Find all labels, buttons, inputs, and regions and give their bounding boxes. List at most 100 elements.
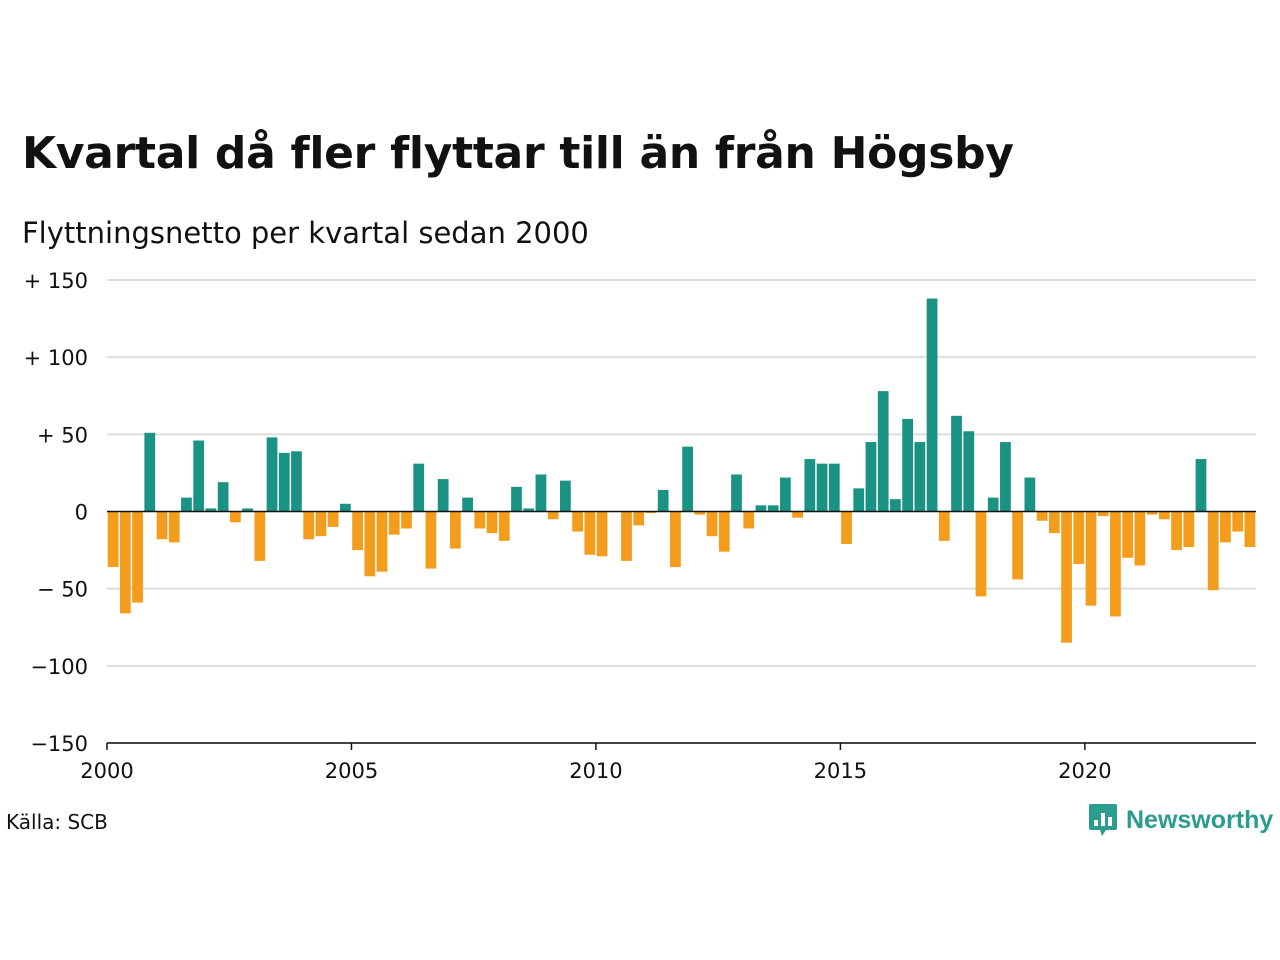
bar	[254, 511, 266, 561]
bar	[1183, 511, 1195, 547]
bar	[755, 505, 767, 512]
bar	[902, 418, 914, 512]
bar	[1012, 511, 1024, 580]
bar	[132, 511, 143, 603]
bar	[425, 511, 437, 569]
bar	[816, 463, 828, 512]
bar	[1024, 477, 1036, 512]
bar	[853, 488, 865, 512]
bar	[462, 497, 473, 512]
bar	[119, 511, 131, 614]
bar	[1110, 511, 1121, 617]
bar	[168, 511, 180, 543]
bar	[156, 511, 168, 540]
bar	[303, 511, 315, 540]
bar	[841, 511, 852, 544]
bar	[352, 511, 363, 551]
bar	[1000, 442, 1011, 512]
bar	[1244, 511, 1256, 547]
bar	[718, 511, 730, 552]
bar	[731, 474, 742, 512]
y-tick-label: + 100	[24, 346, 88, 370]
bar	[1134, 511, 1146, 566]
bar	[1232, 511, 1244, 532]
bar	[987, 497, 999, 512]
bar	[278, 452, 290, 512]
bar	[413, 463, 425, 512]
bar	[963, 431, 975, 512]
bar	[633, 511, 645, 526]
bar	[339, 503, 351, 512]
bar	[584, 511, 596, 555]
bar	[242, 508, 253, 512]
bar	[523, 508, 535, 512]
bar	[401, 511, 412, 529]
bar	[780, 477, 791, 512]
bar	[1171, 511, 1182, 551]
bar	[682, 446, 693, 512]
bar	[486, 511, 498, 534]
bar	[596, 511, 608, 557]
bar	[474, 511, 486, 529]
bar	[1061, 511, 1072, 643]
bar	[1207, 511, 1219, 591]
bar	[449, 511, 461, 549]
bar	[572, 511, 583, 532]
bar	[1122, 511, 1134, 558]
x-tick-label: 2020	[1058, 759, 1111, 783]
y-tick-label: −100	[30, 655, 88, 679]
newsworthy-logo-icon	[1089, 804, 1117, 836]
y-tick-label: −150	[30, 732, 88, 756]
bar	[951, 415, 962, 512]
bar	[1085, 511, 1097, 606]
bar	[498, 511, 510, 541]
y-tick-label: 0	[75, 501, 88, 525]
source-note: Källa: SCB	[6, 810, 108, 834]
bar	[706, 511, 718, 537]
bar	[877, 391, 889, 512]
bar	[1097, 511, 1109, 517]
bar	[1048, 511, 1060, 534]
bar	[205, 508, 217, 512]
bar	[890, 499, 901, 512]
y-tick-label: + 50	[37, 423, 88, 447]
bar	[266, 437, 278, 512]
bar	[364, 511, 376, 577]
bar	[511, 486, 522, 512]
bar	[828, 463, 840, 512]
bar	[560, 480, 571, 512]
bar	[926, 298, 938, 512]
bar	[1036, 511, 1048, 521]
chart-title: Kvartal då fler flyttar till än från Hög…	[22, 128, 1014, 179]
y-tick-label: + 150	[24, 269, 88, 293]
bar	[670, 511, 681, 568]
bar	[767, 505, 779, 512]
bar	[144, 432, 156, 512]
brand-name: Newsworthy	[1126, 805, 1274, 834]
bar	[388, 511, 400, 535]
bar	[437, 479, 449, 512]
bar	[1195, 459, 1207, 512]
bars	[107, 298, 1256, 643]
y-tick-label: − 50	[37, 578, 88, 602]
brand-logo[interactable]: Newsworthy	[1088, 802, 1273, 838]
bar	[645, 511, 657, 514]
bar	[975, 511, 987, 597]
bar	[621, 511, 632, 561]
bar	[657, 489, 669, 512]
bar	[1073, 511, 1085, 564]
bar	[792, 511, 803, 518]
bar	[107, 511, 119, 568]
bar	[193, 440, 205, 512]
bar	[327, 511, 339, 527]
bar	[1146, 511, 1158, 515]
bar	[938, 511, 950, 541]
x-tick-label: 2010	[569, 759, 622, 783]
chart-subtitle: Flyttningsnetto per kvartal sedan 2000	[22, 216, 589, 250]
bar	[217, 482, 229, 512]
bar	[535, 474, 547, 512]
x-tick-label: 2005	[325, 759, 378, 783]
bar	[865, 442, 877, 512]
bar	[804, 459, 816, 512]
